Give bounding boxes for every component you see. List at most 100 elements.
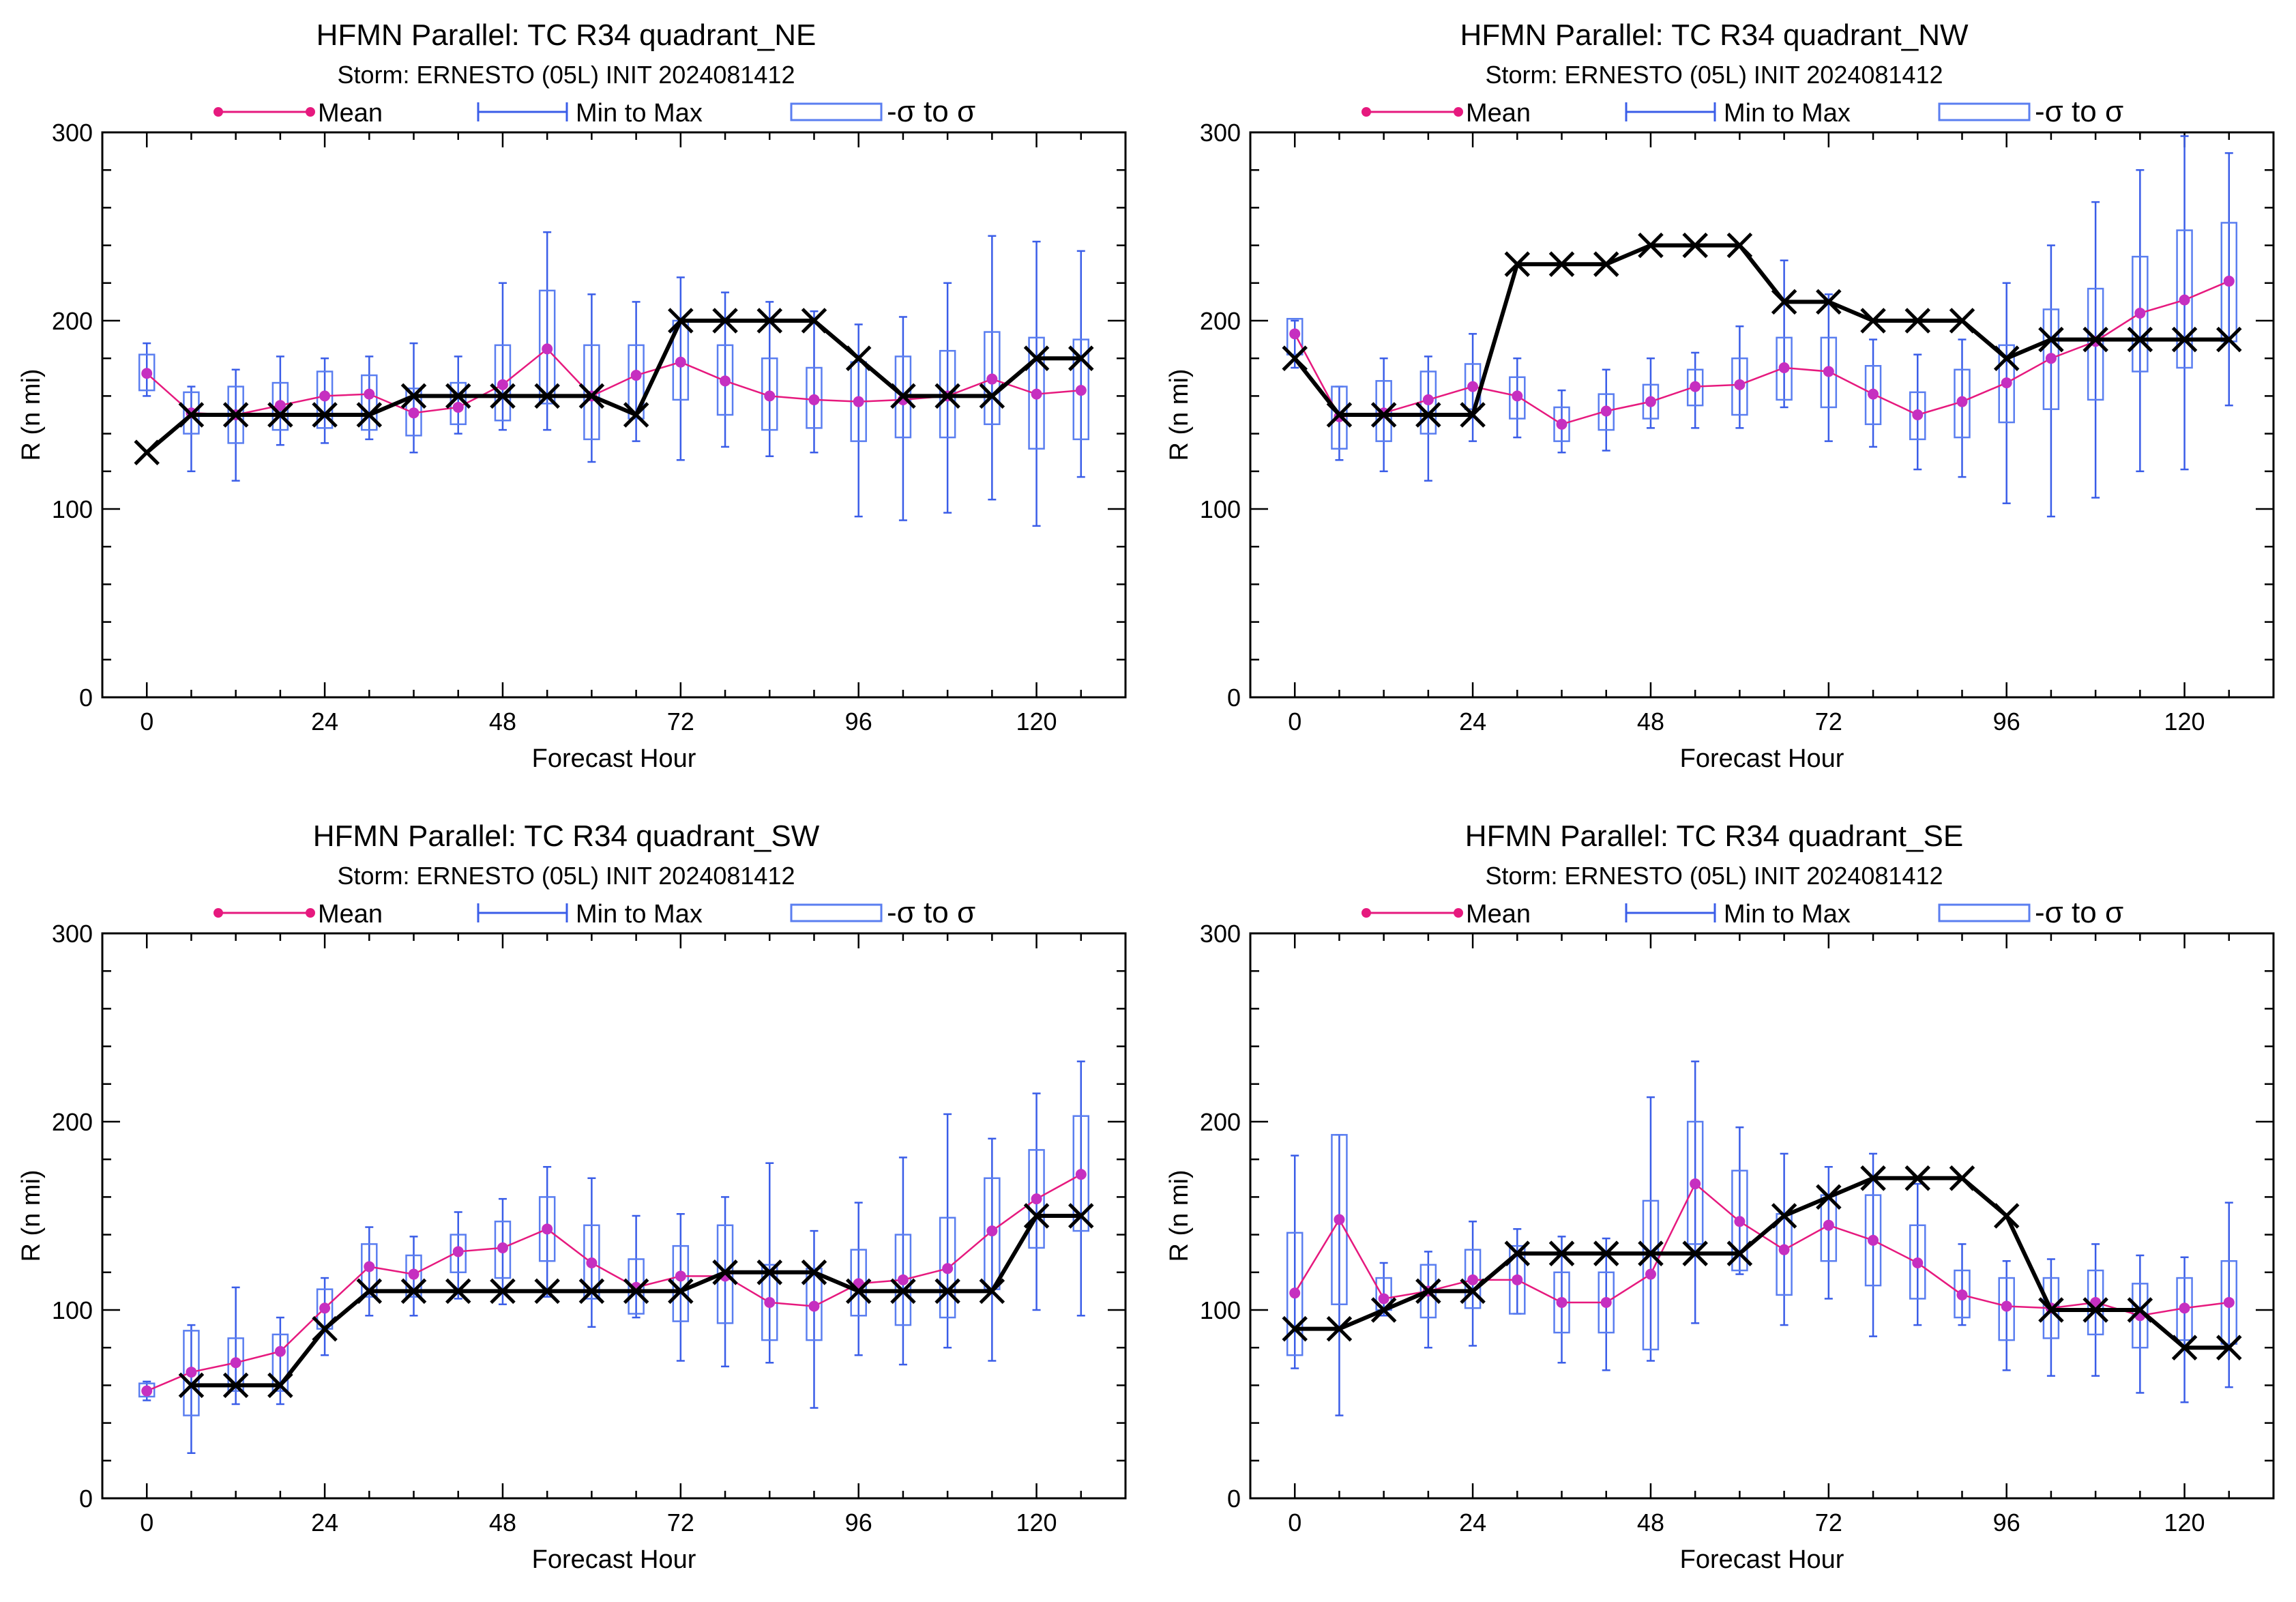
chart-svg: HFMN Parallel: TC R34 quadrant_NW Storm: … <box>1165 18 2275 773</box>
obs-marker <box>445 1278 471 1305</box>
obs-x-stroke <box>578 1278 605 1305</box>
mean-point <box>586 1257 598 1268</box>
obs-x-stroke <box>1504 1240 1531 1266</box>
obs-x-stroke <box>1860 1165 1886 1191</box>
mean-point <box>186 1367 197 1378</box>
x-tick-label: 120 <box>1016 708 1057 736</box>
box-group <box>271 1316 289 1406</box>
obs-marker <box>1949 308 1975 334</box>
sigma-box <box>1686 368 1704 407</box>
plot-frame <box>101 932 1127 1500</box>
obs-marker <box>1993 1203 2020 1229</box>
obs-x-stroke <box>445 1278 471 1305</box>
legend-mean-dot <box>214 908 223 918</box>
y-tick-label: 300 <box>52 119 93 147</box>
obs-marker <box>979 1278 1005 1305</box>
legend-mean-dot <box>1454 107 1463 117</box>
mean-point <box>1690 381 1701 392</box>
obs-marker <box>845 1278 872 1305</box>
mean-point <box>1075 385 1087 396</box>
mean-point <box>1289 328 1301 340</box>
obs-marker <box>1771 289 1797 315</box>
box-group <box>1072 1060 1090 1317</box>
sigma-box <box>271 1333 289 1392</box>
y-tick-label: 200 <box>52 1108 93 1136</box>
obs-marker <box>267 1372 293 1399</box>
obs-x-stroke <box>2127 326 2153 353</box>
sigma-box <box>1464 1249 1482 1309</box>
obs-x-stroke <box>400 1278 427 1305</box>
x-tick-label: 120 <box>2164 708 2205 736</box>
obs-marker <box>934 1278 960 1305</box>
legend-sigma-label: -σ to σ <box>887 896 975 929</box>
obs-x-stroke <box>534 1278 560 1305</box>
obs-x-stroke <box>312 1315 338 1342</box>
obs-x-stroke <box>2082 1297 2108 1323</box>
mean-point <box>1823 366 1834 377</box>
box-group <box>1509 1228 1526 1315</box>
mean-point <box>675 356 686 368</box>
legend: Mean Min to Max -σ to σ <box>214 95 975 128</box>
plot-frame <box>101 131 1127 699</box>
legend-sigma-box <box>790 102 883 121</box>
obs-marker <box>1638 232 1664 259</box>
chart-svg: HFMN Parallel: TC R34 quadrant_SE Storm: … <box>1165 819 2275 1574</box>
obs-marker <box>2171 1335 2198 1360</box>
obs-x-stroke <box>979 1278 1005 1305</box>
mean-point <box>497 379 508 390</box>
obs-marker <box>490 383 516 409</box>
x-tick-label: 0 <box>1288 708 1301 736</box>
mean-point <box>2134 307 2146 319</box>
y-tick-label: 100 <box>52 1296 93 1324</box>
obs-marker <box>2082 326 2108 353</box>
obs-x-stroke <box>623 1278 649 1305</box>
mean-point <box>675 1270 686 1282</box>
mean-point <box>141 368 153 379</box>
obs-marker <box>1682 232 1708 259</box>
obs-x-stroke <box>668 1278 694 1305</box>
sigma-box <box>1331 1134 1348 1305</box>
mean-point <box>1645 1268 1656 1280</box>
box-group <box>806 310 823 454</box>
x-tick-label: 48 <box>1637 708 1664 736</box>
obs-marker <box>845 345 872 371</box>
obs-marker <box>1816 1184 1842 1210</box>
x-tick-label: 24 <box>1459 1509 1486 1537</box>
box-group <box>1820 1165 1838 1300</box>
obs-marker <box>1860 1165 1886 1191</box>
obs-x-stroke <box>979 383 1005 409</box>
plot-frame <box>1249 932 2275 1500</box>
obs-x-stroke <box>578 383 605 409</box>
legend-mean-dot <box>214 107 223 117</box>
box-group <box>1331 1134 1348 1416</box>
obs-x-stroke <box>1023 1203 1050 1229</box>
obs-marker <box>2127 326 2153 353</box>
mean-point <box>408 407 420 419</box>
obs-marker <box>1504 251 1531 277</box>
obs-marker <box>134 439 160 465</box>
x-tick-label: 72 <box>667 708 694 736</box>
sigma-box <box>450 1234 467 1274</box>
obs-x-stroke <box>1370 402 1397 428</box>
obs-x-stroke <box>1415 402 1441 428</box>
obs-marker <box>1068 345 1094 371</box>
x-tick-label: 120 <box>1016 1509 1057 1537</box>
mean-point <box>1334 1214 1345 1225</box>
x-tick-label: 96 <box>1993 1509 2020 1537</box>
obs-marker <box>356 1278 383 1305</box>
box-group <box>1776 1152 1793 1326</box>
obs-marker <box>1068 1203 1094 1229</box>
obs-marker <box>756 308 783 334</box>
legend-sigma-label: -σ to σ <box>2035 95 2123 128</box>
obs-x-stroke <box>1504 251 1531 277</box>
obs-marker <box>979 383 1005 409</box>
mean-point <box>1734 1216 1746 1227</box>
sigma-box <box>494 344 512 422</box>
obs-marker <box>1904 308 1931 334</box>
obs-marker <box>534 1278 560 1305</box>
x-tick-label: 0 <box>140 708 153 736</box>
obs-x-stroke <box>623 402 649 428</box>
sigma-box <box>1998 1277 2015 1341</box>
mean-point <box>452 401 464 413</box>
